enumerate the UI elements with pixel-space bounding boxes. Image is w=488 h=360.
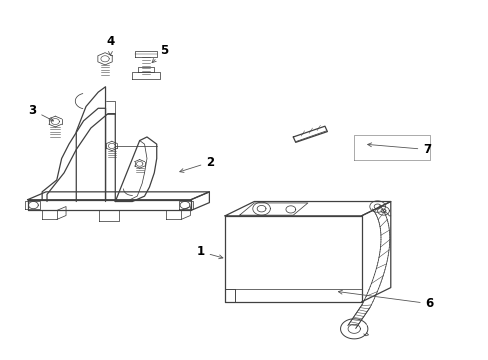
Text: 7: 7	[367, 143, 430, 156]
Text: 6: 6	[338, 290, 433, 310]
Text: 2: 2	[180, 156, 214, 172]
Text: 3: 3	[28, 104, 53, 121]
Text: 4: 4	[106, 35, 114, 55]
Text: 1: 1	[196, 245, 223, 259]
Text: 5: 5	[152, 44, 168, 63]
